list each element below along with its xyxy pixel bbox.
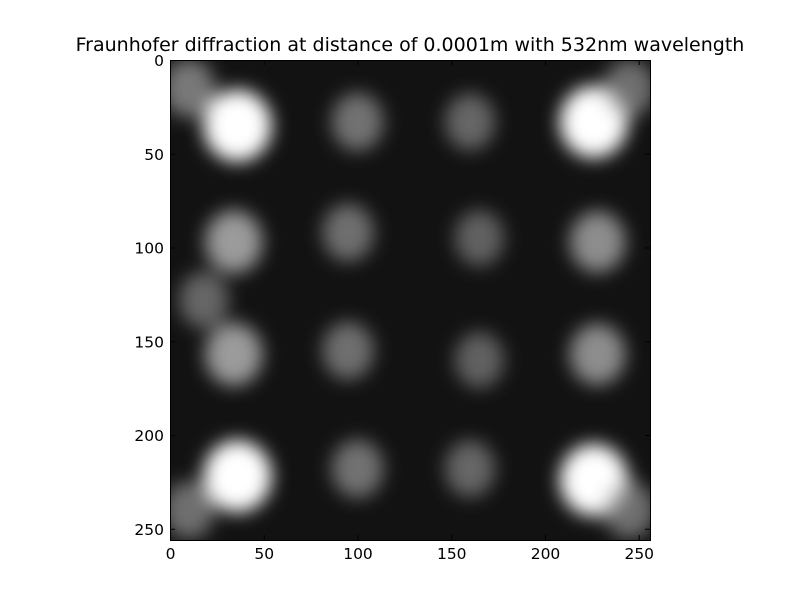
y-tick-label: 0 [154,52,164,70]
chart-title: Fraunhofer diffraction at distance of 0.… [75,34,745,56]
x-tick-label: 0 [166,545,176,563]
x-tick-label: 200 [531,545,561,563]
bright-spot [322,321,374,380]
bright-spot [445,93,495,151]
bright-spot [178,271,229,329]
bright-spot [205,322,263,386]
x-tick-label: 50 [254,545,274,563]
bright-spot [331,92,384,151]
bright-spot [170,60,216,118]
bright-spot [603,60,650,117]
bright-spot [454,210,504,266]
bright-spot [203,89,272,162]
bright-spot [205,210,263,274]
bright-spot [203,440,272,513]
y-tick-label: 150 [134,333,164,351]
bright-spot [170,481,215,539]
y-tick-label: 200 [134,427,164,445]
plot-frame [170,60,651,541]
x-tick-label: 100 [343,545,373,563]
bright-spot [322,203,374,262]
y-tick-label: 50 [144,146,164,164]
bright-spot [569,211,626,273]
y-tick-label: 100 [134,240,164,258]
y-tick-label: 250 [134,521,164,539]
x-tick-label: 250 [624,545,654,563]
bright-spot [569,323,626,385]
bright-spot [603,481,650,539]
diffraction-image [170,60,650,540]
bright-spot [331,439,384,498]
x-tick-label: 150 [437,545,467,563]
bright-spot [454,332,504,388]
bright-spot [445,440,495,497]
